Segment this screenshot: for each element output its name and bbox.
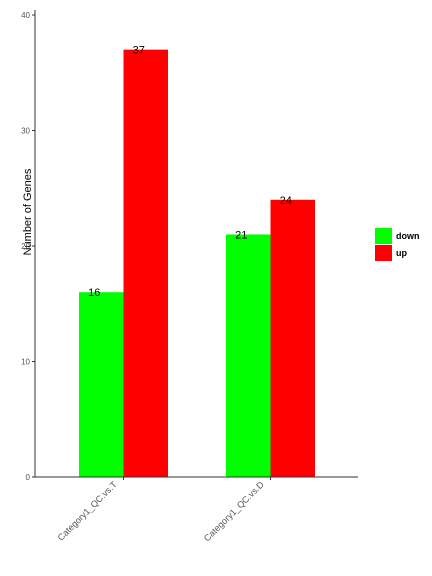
bar-up-1 [123,49,168,478]
x-category-label: Category1_QC.vs.D [202,479,266,543]
y-axis-title: Number of Genes [22,168,34,255]
y-tick-label: 0 [26,473,31,482]
bar-up-2 [270,199,315,478]
y-tick-label: 40 [21,11,30,20]
legend-label-down: down [396,231,420,241]
data-label-down-1: 16 [88,287,100,299]
data-labels-layer: 16 37 21 24 [88,45,292,300]
data-label-up-2: 24 [280,195,292,207]
y-ticks-layer: 0 10 20 30 40 [21,11,35,482]
data-label-up-1: 37 [133,45,145,57]
y-tick-label: 10 [21,358,30,367]
x-category-label: Category1_QC.vs.T [56,479,120,543]
bars-layer [79,49,315,478]
legend-swatch-up [375,245,392,261]
legend-swatch-down [375,228,392,244]
data-label-down-2: 21 [235,229,247,241]
legend-label-up: up [396,248,407,258]
bar-down-2 [226,234,271,477]
axes-layer [34,10,358,478]
legend: down up [375,228,420,261]
y-tick-label: 20 [21,242,30,251]
y-tick-label: 30 [21,127,30,136]
bar-down-1 [79,292,124,477]
x-category-labels-layer: Category1_QC.vs.T Category1_QC.vs.D [56,477,271,543]
